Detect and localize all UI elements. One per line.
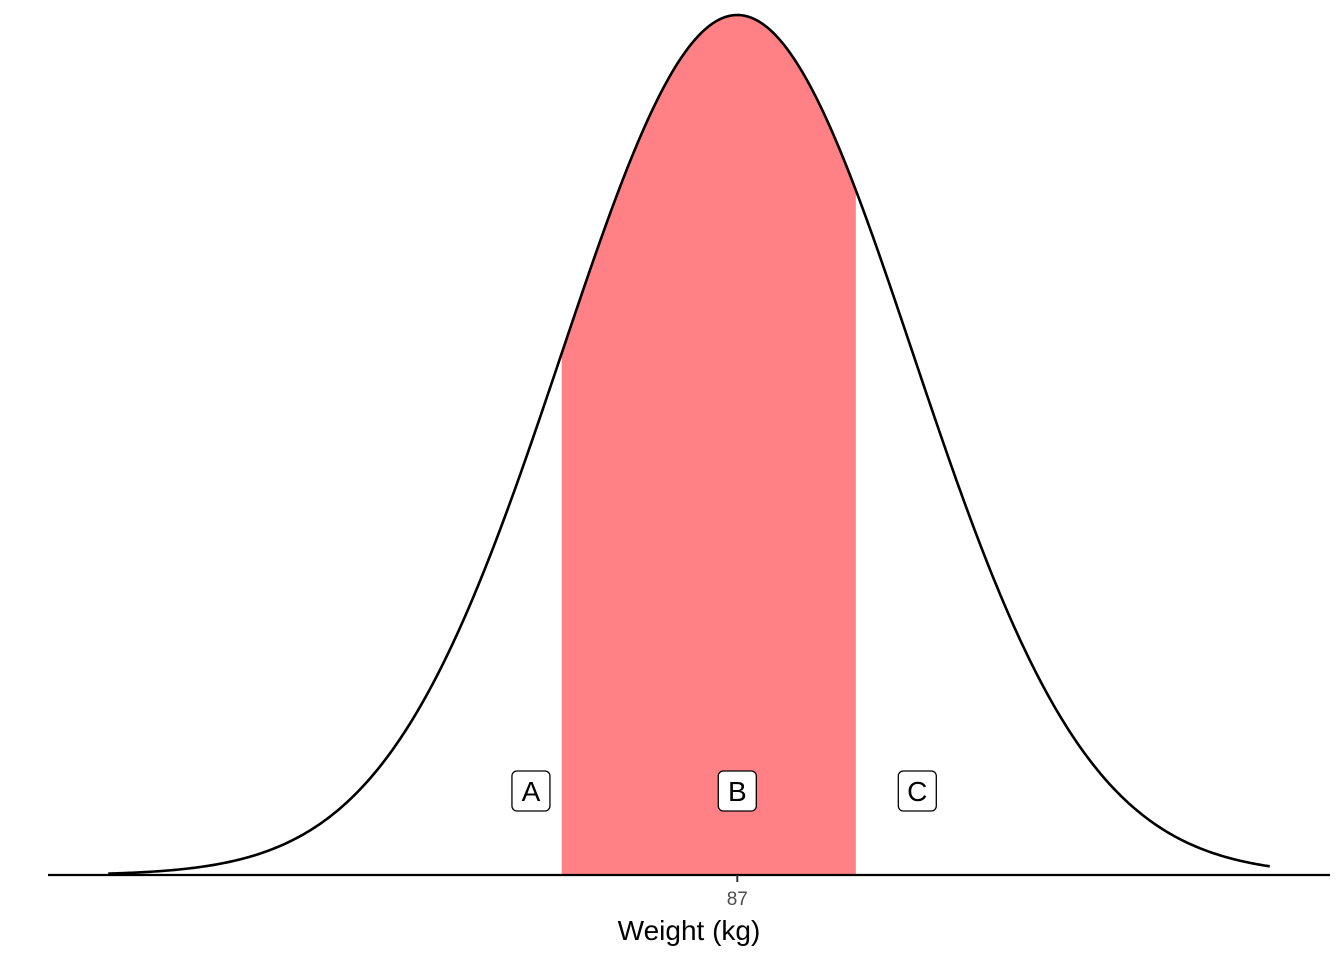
x-axis-ticks: 87 — [727, 875, 748, 910]
region-labels: A B C — [511, 770, 937, 812]
region-label-box — [897, 770, 937, 812]
region-label-text: C — [907, 776, 927, 807]
region-label-a: A — [511, 770, 551, 812]
region-label-text: A — [522, 776, 541, 807]
density-curve — [108, 13, 1270, 875]
x-axis-title: Weight (kg) — [618, 915, 761, 946]
x-tick-label: 87 — [727, 889, 748, 910]
region-label-text: B — [728, 776, 747, 807]
region-label-b: B — [717, 770, 757, 812]
region-label-box — [717, 770, 757, 812]
shaded-region-b — [561, 15, 856, 875]
region-label-box — [511, 770, 551, 812]
region-label-c: C — [897, 770, 937, 812]
